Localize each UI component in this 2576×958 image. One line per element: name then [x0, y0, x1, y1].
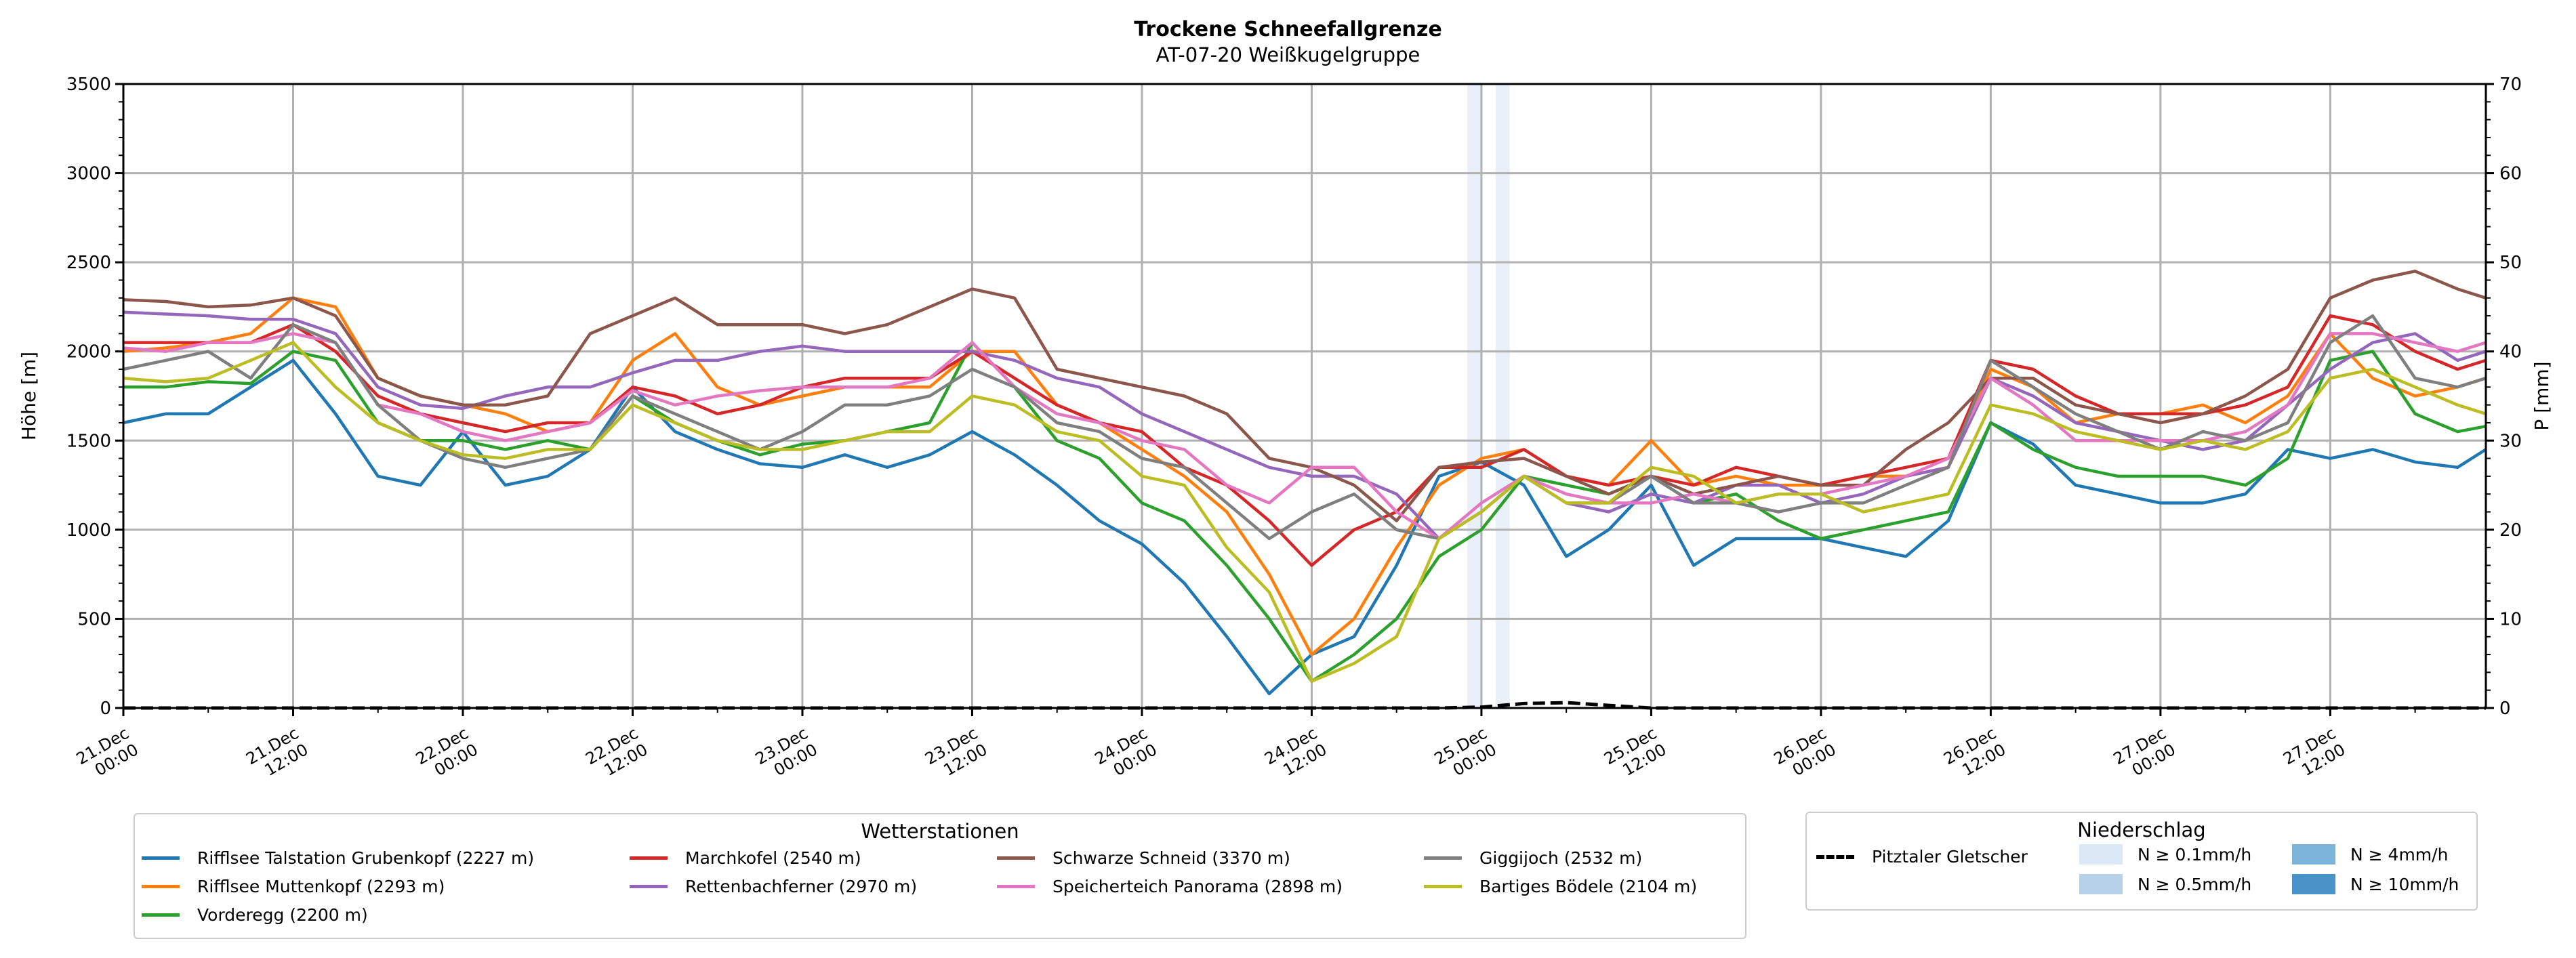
legend-swatch: [142, 856, 180, 860]
legend-item-precip-class: N ≥ 0.1mm/h: [2079, 844, 2251, 865]
legend-swatch: [2292, 874, 2335, 894]
x-tick-label: 22.Dec12:00: [582, 724, 651, 785]
x-tick-label: 26.Dec12:00: [1940, 724, 2009, 785]
y-right-tick-label: 50: [2499, 253, 2522, 273]
y-right-tick-label: 10: [2499, 609, 2522, 629]
legend-swatch: [142, 913, 180, 917]
legend-label: Rifflsee Muttenkopf (2293 m): [197, 877, 445, 896]
x-tick-label: 27.Dec00:00: [2110, 724, 2179, 785]
x-tick-label: 24.Dec00:00: [1092, 724, 1160, 785]
precip-bands: [1467, 84, 1510, 708]
legend-precip-title: Niederschlag: [2077, 818, 2206, 841]
legend-swatch: [630, 885, 668, 888]
legend-label: N ≥ 0.1mm/h: [2138, 844, 2252, 865]
x-tick-label: 21.Dec00:00: [73, 724, 142, 785]
legend-label: Speicherteich Panorama (2898 m): [1052, 877, 1343, 896]
chart-subtitle: AT-07-20 Weißkugelgruppe: [1156, 43, 1420, 66]
legend-label: N ≥ 4mm/h: [2350, 844, 2449, 865]
legend-item-precip-class: N ≥ 0.5mm/h: [2079, 874, 2251, 894]
legend-item-precip-class: N ≥ 10mm/h: [2292, 874, 2459, 894]
plot-frame: [122, 83, 2487, 709]
y-tick-label: 1500: [66, 431, 111, 451]
y-tick-label: 500: [77, 609, 111, 629]
precip-band: [1467, 84, 1481, 708]
legend-item-station: Rifflsee Muttenkopf (2293 m): [142, 877, 445, 896]
y-right-tick-label: 30: [2499, 431, 2522, 451]
series-line-4: [123, 310, 2487, 541]
legend-swatch: [142, 885, 180, 888]
legend-item-station: Giggijoch (2532 m): [1424, 848, 1642, 868]
series-line-2: [123, 341, 2487, 683]
legend-swatch: [1424, 856, 1462, 860]
legend-label: Marchkofel (2540 m): [685, 848, 861, 868]
series-line-3: [123, 314, 2487, 567]
y-tick-label: 3000: [66, 164, 111, 184]
legend-label: Giggijoch (2532 m): [1479, 848, 1643, 868]
y-tick-label: 2500: [66, 253, 111, 273]
legend-swatch: [997, 856, 1035, 860]
legend-item-station: Speicherteich Panorama (2898 m): [997, 877, 1343, 896]
legend-item-station: Marchkofel (2540 m): [630, 848, 861, 868]
y-right-tick-label: 20: [2499, 520, 2522, 541]
legend-label: Bartiges Bödele (2104 m): [1479, 877, 1698, 896]
x-tick-label: 23.Dec12:00: [922, 724, 990, 785]
legend-label: Pitztaler Gletscher: [1872, 847, 2028, 867]
x-tick-label: 25.Dec00:00: [1431, 724, 1500, 785]
legend-item-station: Rettenbachferner (2970 m): [630, 877, 917, 896]
legend-label: N ≥ 10mm/h: [2350, 874, 2459, 894]
chart-title: Trockene Schneefallgrenze: [1134, 18, 1442, 41]
y-axis-label: Höhe [m]: [18, 352, 40, 440]
x-tick-label: 24.Dec12:00: [1261, 724, 1330, 785]
legend-item-station: Schwarze Schneid (3370 m): [997, 848, 1290, 868]
y-right-tick-label: 60: [2499, 164, 2522, 184]
series-lines: [123, 270, 2487, 710]
x-tick-label: 27.Dec12:00: [2280, 724, 2348, 785]
legend-item-pitztaler: Pitztaler Gletscher: [1816, 847, 2028, 867]
legend-swatch: [1424, 885, 1462, 888]
dashed-line-swatch: [1816, 854, 1854, 859]
series-line-6: [123, 332, 2487, 541]
grid: [123, 84, 2486, 708]
legend-label: Rettenbachferner (2970 m): [685, 877, 918, 896]
legend-swatch: [630, 856, 668, 860]
legend-swatch: [997, 885, 1035, 888]
legend-label: Vorderegg (2200 m): [197, 905, 368, 925]
x-tick-label: 21.Dec12:00: [243, 724, 311, 785]
series-line-1: [123, 296, 2487, 657]
y-tick-label: 3500: [66, 75, 111, 95]
legend-label: Rifflsee Talstation Grubenkopf (2227 m): [197, 848, 535, 868]
legend-stations: Wetterstationen Rifflsee Talstation Grub…: [134, 813, 1746, 939]
precip-band: [1495, 84, 1510, 708]
y-tick-label: 0: [100, 699, 111, 719]
series-line-8: [123, 341, 2487, 683]
y-right-axis-label: P [mm]: [2531, 361, 2553, 430]
legend-item-precip-class: N ≥ 4mm/h: [2292, 844, 2448, 865]
series-line-7: [123, 314, 2487, 541]
legend-precip: Niederschlag Pitztaler Gletscher N ≥ 0.1…: [1805, 812, 2478, 911]
legend-stations-title: Wetterstationen: [861, 820, 1019, 843]
legend-label: Schwarze Schneid (3370 m): [1052, 848, 1290, 868]
y-right-tick-label: 40: [2499, 342, 2522, 362]
y-tick-label: 1000: [66, 520, 111, 541]
x-tick-label: 25.Dec12:00: [1601, 724, 1669, 785]
legend-swatch: [2292, 844, 2335, 865]
legend-item-station: Vorderegg (2200 m): [142, 905, 368, 925]
y-right-tick-label: 0: [2499, 699, 2511, 719]
legend-swatch: [2079, 874, 2123, 894]
y-right-tick-label: 70: [2499, 75, 2522, 95]
x-tick-label: 26.Dec00:00: [1771, 724, 1839, 785]
y-tick-label: 2000: [66, 342, 111, 362]
x-tick-label: 23.Dec00:00: [752, 724, 821, 785]
legend-item-station: Bartiges Bödele (2104 m): [1424, 877, 1697, 896]
series-line-5: [123, 270, 2487, 522]
legend-swatch: [2079, 844, 2123, 865]
x-tick-label: 22.Dec00:00: [413, 724, 481, 785]
legend-label: N ≥ 0.5mm/h: [2138, 874, 2252, 894]
legend-item-station: Rifflsee Talstation Grubenkopf (2227 m): [142, 848, 534, 868]
